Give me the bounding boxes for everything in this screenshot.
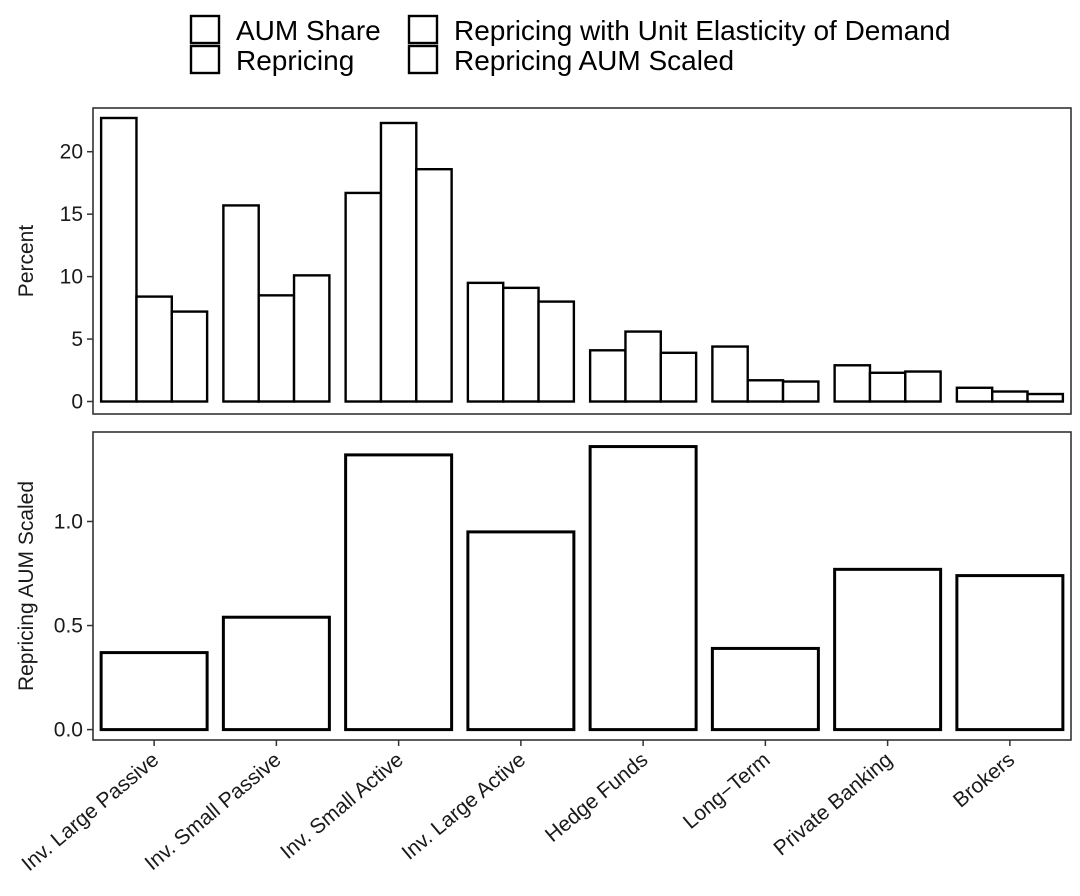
legend-key-repricing-aum-scaled <box>407 44 439 75</box>
legend-key-repricing-with-unit-elasticity-of-demand <box>407 14 439 45</box>
bar-repricing-aum-scaled-inv-large-active <box>466 530 576 732</box>
x-tick-label-brokers: Brokers <box>949 748 1019 812</box>
legend-key-aum-share <box>189 14 221 45</box>
bar-repricing-inv-small-passive <box>292 274 331 403</box>
x-tick-label-inv-large-active: Inv. Large Active <box>398 748 531 864</box>
bar-repricing-with-unit-elasticity-of-demand-hedge-funds <box>624 330 662 403</box>
bar-repricing-with-unit-elasticity-of-demand-inv-large-active <box>502 286 540 403</box>
panel-repricing-aum-scaled: 0.0 0.5 1.0 Repricing AUM Scaled <box>15 431 1072 742</box>
bar-repricing-hedge-funds <box>659 351 698 403</box>
y-tick-label: 0.5 <box>54 615 83 638</box>
bar-aum-share-brokers <box>955 386 994 403</box>
bar-aum-share-private-banking <box>833 364 872 403</box>
bar-repricing-inv-large-passive <box>170 310 209 403</box>
y-axis-title: Percent <box>15 225 38 298</box>
legend: AUM Share Repricing with Unit Elasticity … <box>189 14 950 76</box>
x-tick-label-private-banking: Private Banking <box>769 748 896 860</box>
y-tick-label: 0.0 <box>54 719 83 742</box>
bar-aum-share-hedge-funds <box>588 349 627 403</box>
bar-repricing-inv-small-active <box>415 167 453 403</box>
bar-repricing-aum-scaled-long-term <box>710 646 820 732</box>
bar-repricing-aum-scaled-hedge-funds <box>588 445 698 732</box>
bar-repricing-aum-scaled-private-banking <box>833 567 943 732</box>
bar-repricing-aum-scaled-inv-small-passive <box>221 615 331 732</box>
bar-aum-share-inv-small-active <box>344 191 383 403</box>
bar-repricing-private-banking <box>904 370 942 403</box>
bar-repricing-aum-scaled-inv-small-active <box>344 453 454 732</box>
y-tick-label: 5 <box>71 328 83 351</box>
bar-repricing-with-unit-elasticity-of-demand-brokers <box>991 390 1029 403</box>
bar-aum-share-long-term <box>711 345 749 403</box>
x-tick-label-inv-small-passive: Inv. Small Passive <box>141 748 286 875</box>
panel-frame <box>92 107 1072 415</box>
y-axis-title: Repricing AUM Scaled <box>15 481 38 691</box>
bar-repricing-with-unit-elasticity-of-demand-inv-small-passive <box>257 294 296 403</box>
bar-repricing-aum-scaled-brokers <box>955 574 1065 732</box>
x-tick-label-inv-small-active: Inv. Small Active <box>276 748 408 864</box>
bar-repricing-with-unit-elasticity-of-demand-private-banking <box>868 371 907 403</box>
legend-label-repricing: Repricing <box>236 45 354 76</box>
legend-label-repricing-aum-scaled: Repricing AUM Scaled <box>454 45 734 76</box>
panel-frame <box>92 431 1072 741</box>
y-tick-label: 1.0 <box>54 510 83 533</box>
legend-key-repricing <box>189 44 221 75</box>
y-tick-label: 20 <box>60 141 83 164</box>
legend-label-aum-share: AUM Share <box>236 15 381 46</box>
bar-repricing-aum-scaled-inv-large-passive <box>99 651 209 732</box>
bar-repricing-long-term <box>781 380 820 403</box>
y-tick-label: 0 <box>71 391 83 414</box>
bar-repricing-with-unit-elasticity-of-demand-inv-small-active <box>379 121 418 403</box>
bar-repricing-brokers <box>1026 392 1065 403</box>
bar-aum-share-inv-large-passive <box>99 116 138 403</box>
bar-repricing-inv-large-active <box>537 300 576 403</box>
bar-aum-share-inv-small-passive <box>222 204 260 403</box>
legend-label-repricing-with-unit-elasticity-of-demand: Repricing with Unit Elasticity of Demand <box>454 15 950 46</box>
y-tick-label: 15 <box>60 203 83 226</box>
x-tick-label-long-term: Long−Term <box>679 748 775 834</box>
bar-repricing-with-unit-elasticity-of-demand-long-term <box>746 379 785 403</box>
bar-repricing-with-unit-elasticity-of-demand-inv-large-passive <box>135 295 173 403</box>
bar-aum-share-inv-large-active <box>466 281 505 403</box>
y-tick-label: 10 <box>60 266 83 289</box>
x-tick-label-hedge-funds: Hedge Funds <box>541 748 652 847</box>
panel-percent: 0 5 10 15 20 Percent <box>15 107 1072 415</box>
